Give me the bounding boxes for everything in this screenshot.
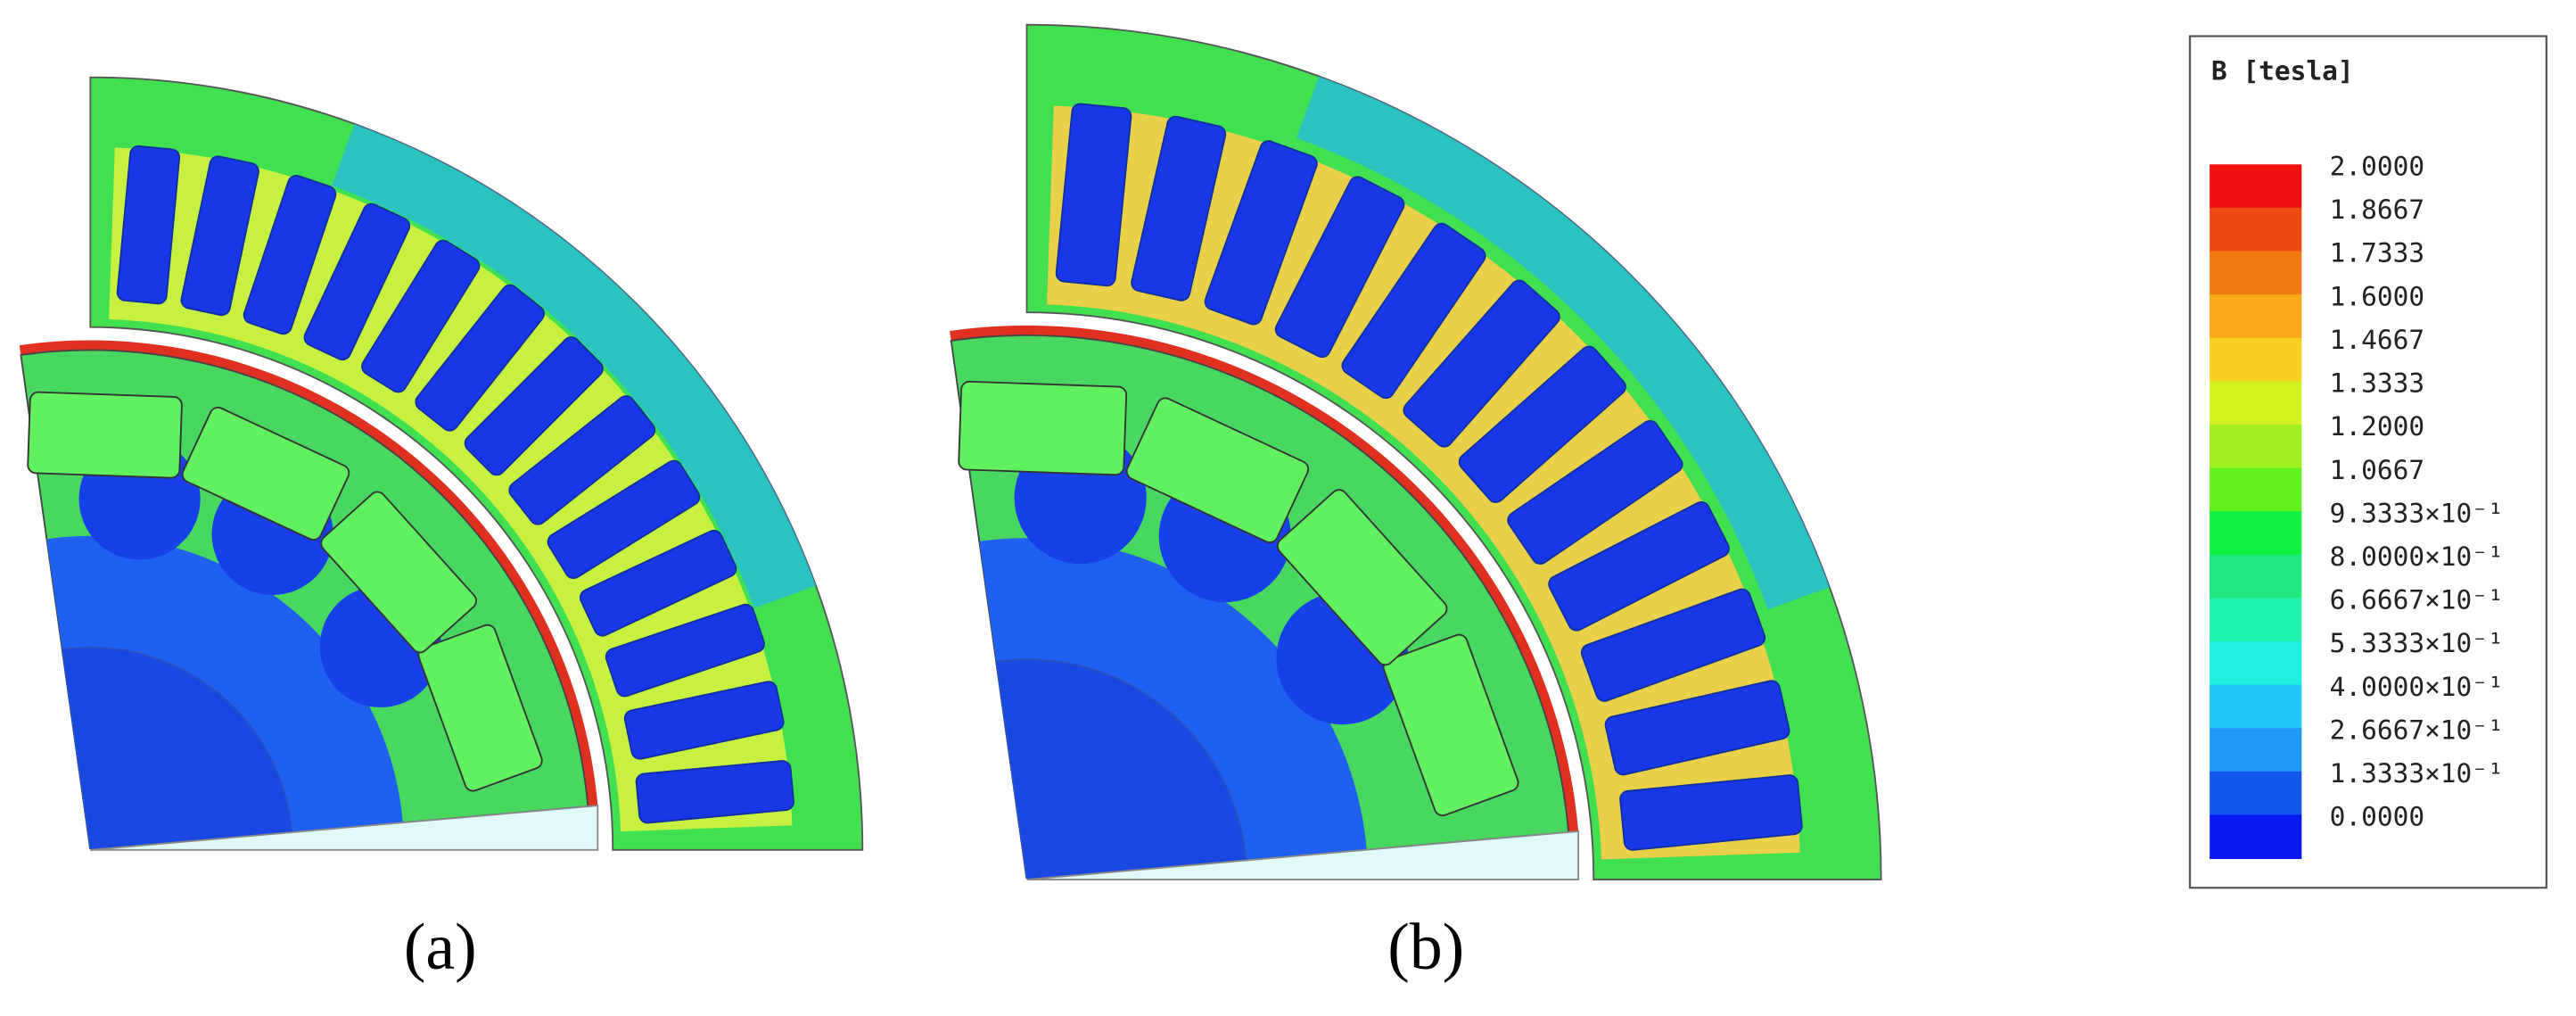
legend-label: 6.6667×10⁻¹: [2330, 585, 2504, 615]
slot: [1274, 176, 1405, 359]
magnet: [320, 491, 477, 654]
magnet: [417, 624, 543, 792]
legend-label: 1.3333: [2330, 368, 2424, 399]
legend-label: 1.4667: [2330, 325, 2424, 355]
legend-label: 1.7333: [2330, 238, 2424, 268]
slot: [1131, 115, 1227, 301]
legend-swatch: [2210, 164, 2302, 209]
legend-label: 0.0000: [2330, 802, 2424, 832]
magnet: [1276, 489, 1448, 666]
legend-swatch: [2210, 641, 2302, 686]
legend-swatch: [2210, 424, 2302, 469]
slot: [579, 529, 737, 637]
slot: [635, 760, 794, 824]
panel-label: (b): [1387, 910, 1464, 983]
legend-swatch: [2210, 684, 2302, 730]
slot: [508, 395, 656, 525]
slot: [116, 145, 181, 305]
legend-swatch: [2210, 728, 2302, 772]
magnet: [1382, 633, 1519, 817]
wedge: [1026, 830, 1580, 880]
legend-label: 9.3333×10⁻¹: [2330, 498, 2504, 528]
legend-label: 1.6000: [2330, 281, 2424, 311]
magnet: [1125, 397, 1310, 543]
legend-swatch: [2210, 294, 2302, 339]
legend-label: 5.3333×10⁻¹: [2330, 628, 2504, 658]
legend-swatch: [2210, 554, 2302, 599]
slot: [1580, 588, 1766, 702]
slot: [180, 155, 259, 317]
legend-swatch: [2210, 381, 2302, 425]
legend-swatch: [2210, 814, 2302, 859]
slot: [303, 202, 411, 361]
legend-label: 2.6667×10⁻¹: [2330, 715, 2504, 745]
slot: [547, 459, 701, 580]
legend-swatch: [2210, 467, 2302, 513]
legend-label: 4.0000×10⁻¹: [2330, 672, 2504, 702]
legend-label: 1.0667: [2330, 455, 2424, 485]
legend-swatch: [2210, 598, 2302, 642]
magnet: [958, 380, 1128, 476]
legend-swatch: [2210, 511, 2302, 556]
legend-title: B [tesla]: [2211, 56, 2354, 87]
slot: [243, 175, 337, 335]
legend-label: 8.0000×10⁻¹: [2330, 541, 2504, 572]
legend-label: 1.2000: [2330, 411, 2424, 442]
stator-yoke-low: [332, 123, 817, 608]
slot: [1604, 680, 1790, 776]
slot: [415, 284, 545, 432]
magnet: [27, 391, 183, 479]
slot: [1055, 103, 1132, 287]
slot: [1403, 279, 1560, 448]
magnet: [181, 406, 350, 541]
slot: [1548, 501, 1730, 632]
slot: [1507, 419, 1683, 565]
slot: [605, 603, 765, 698]
legend-label: 1.3333×10⁻¹: [2330, 758, 2504, 789]
wedge: [90, 805, 599, 851]
legend-label: 1.8667: [2330, 194, 2424, 225]
stator-yoke-low: [1296, 76, 1830, 610]
slot: [1458, 345, 1626, 503]
slot: [623, 681, 785, 760]
legend-swatch: [2210, 771, 2302, 816]
slot: [1204, 140, 1318, 326]
legend-swatch: [2210, 337, 2302, 383]
slot: [1341, 222, 1486, 400]
slot: [361, 239, 481, 393]
slot: [1619, 774, 1803, 851]
legend-swatch: [2210, 251, 2302, 296]
legend: 2.0000 1.8667 1.7333 1.6000 1.4667 1.3333 1.20…: [2210, 151, 2504, 859]
legend-label: 2.0000: [2330, 151, 2424, 181]
shaft: [995, 658, 1247, 880]
panel-label: (a): [404, 910, 477, 983]
field-plots: [19, 23, 1882, 880]
slot: [464, 336, 604, 476]
shaft: [61, 646, 293, 851]
legend-swatch: [2210, 207, 2302, 252]
